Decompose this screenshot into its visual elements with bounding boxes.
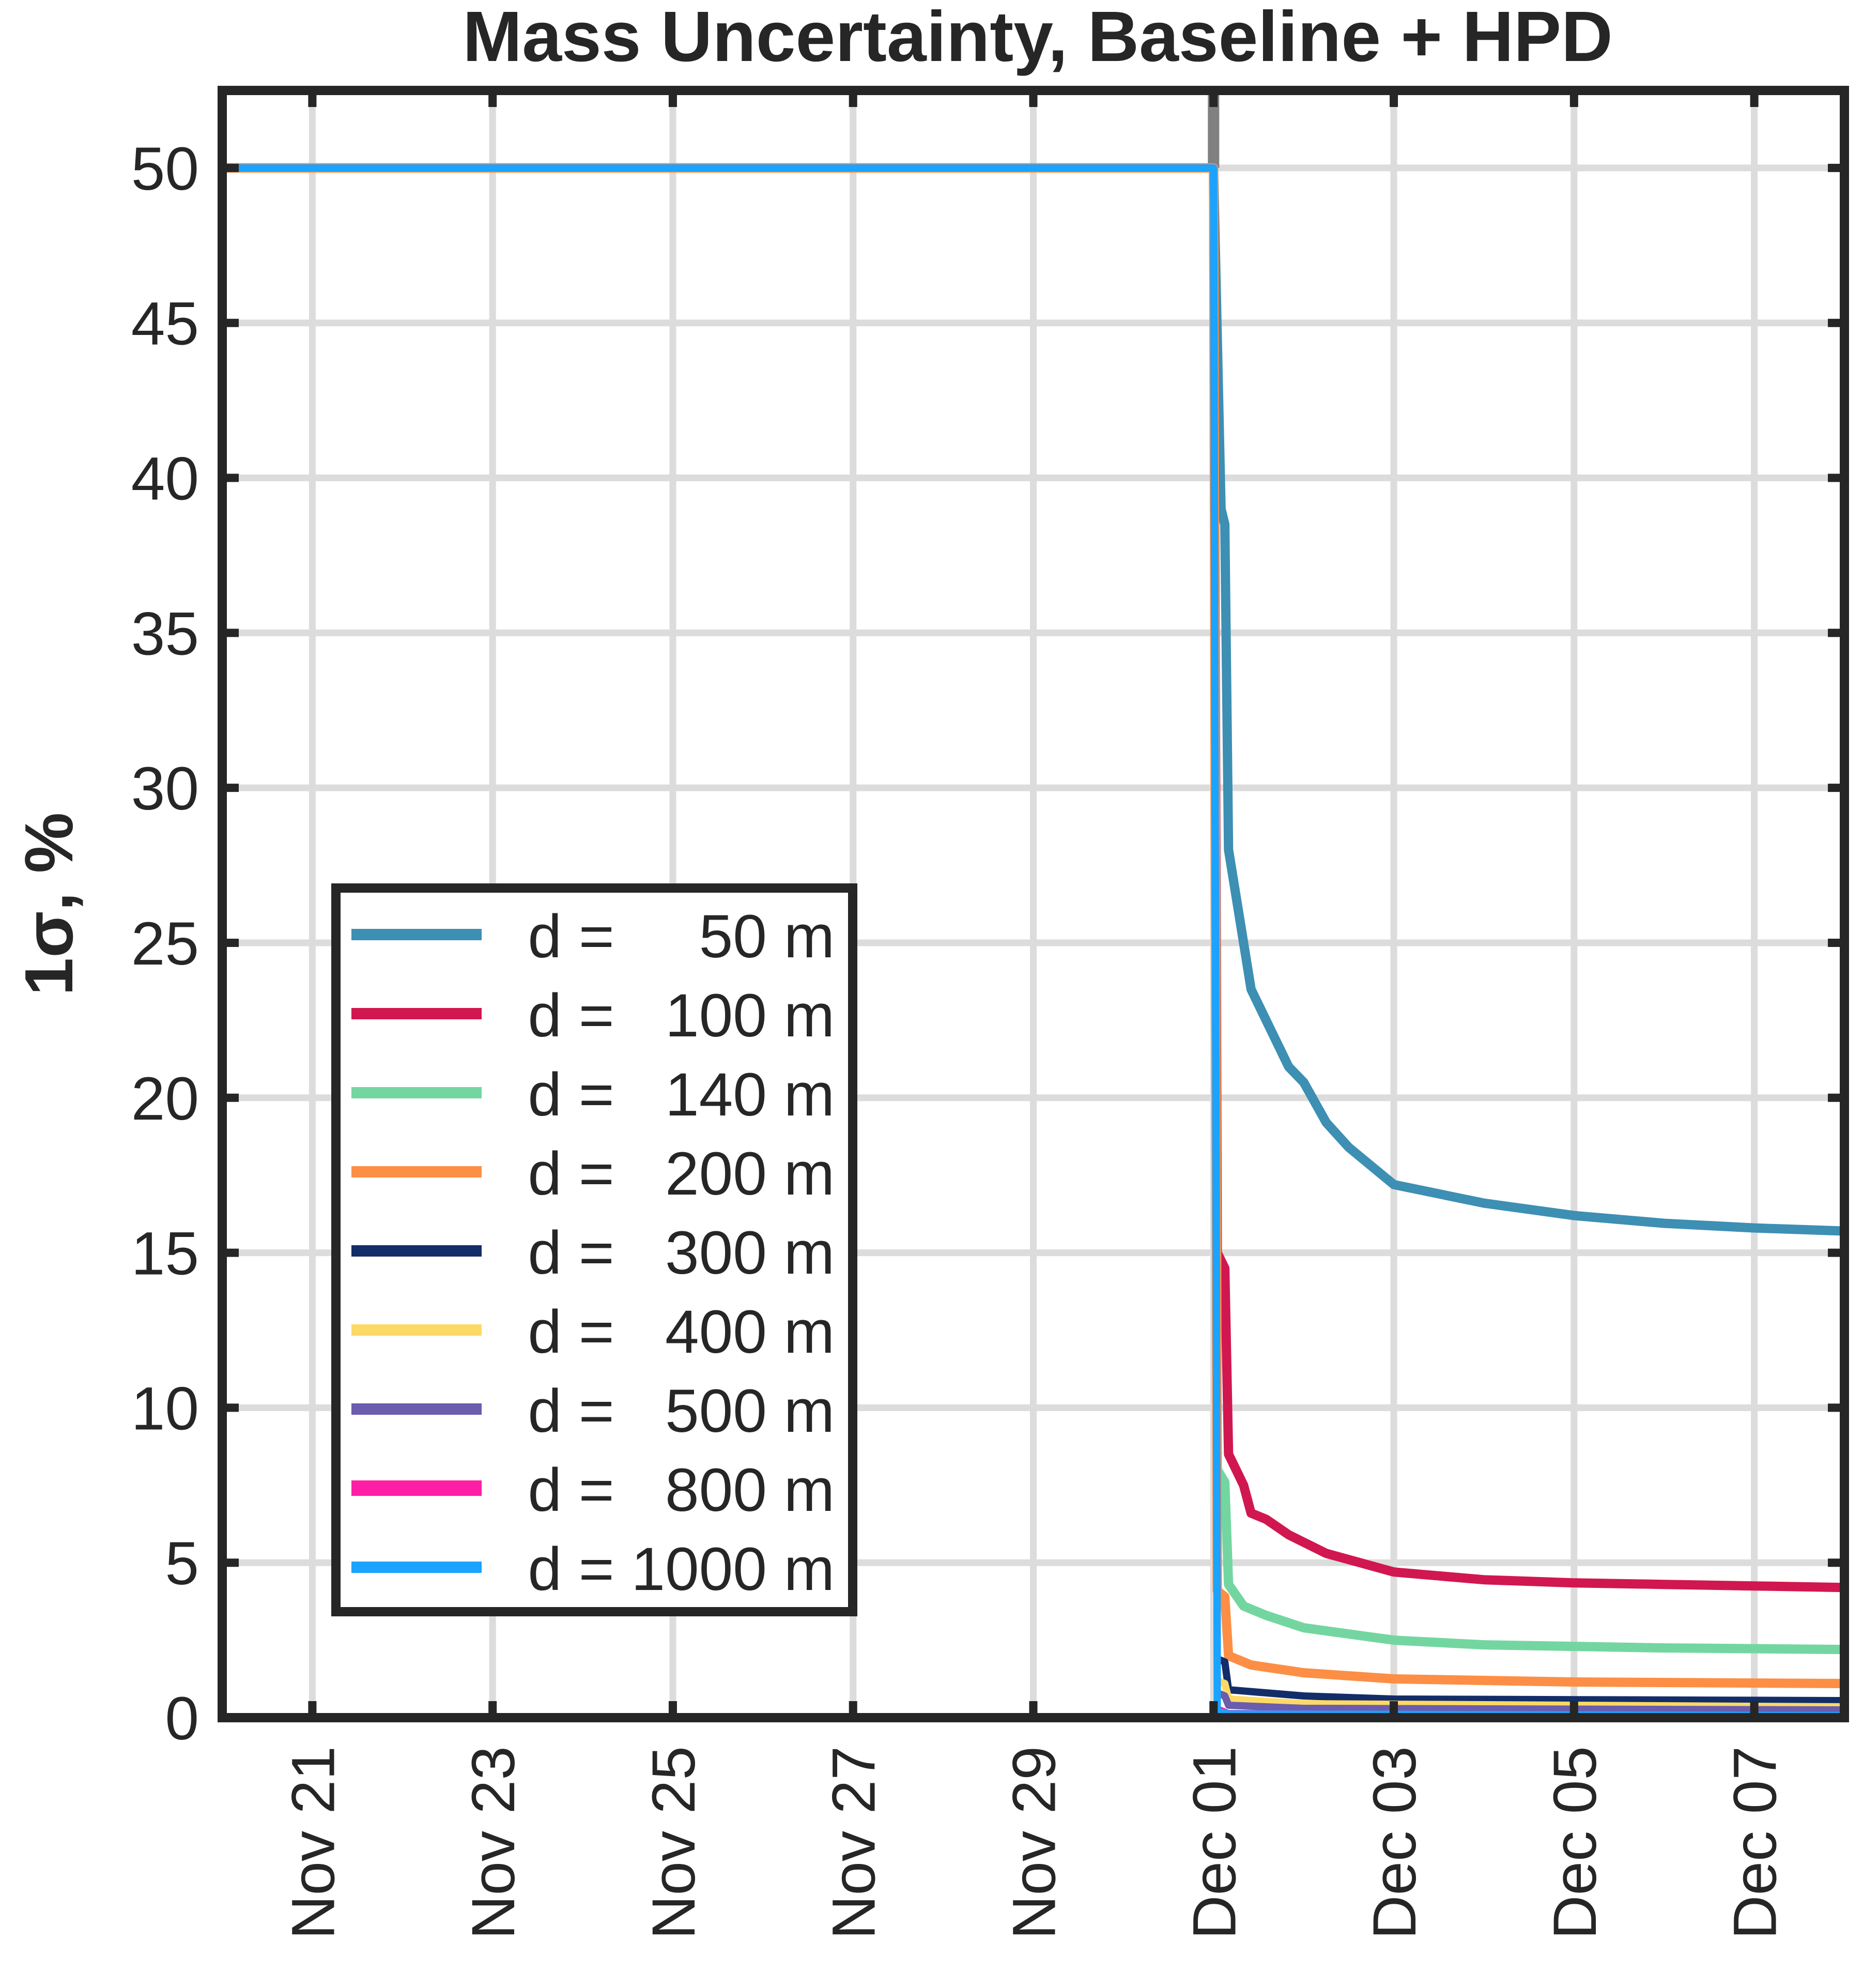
- chart-title: Mass Uncertainty, Baseline + HPD: [463, 0, 1612, 77]
- legend-label: d = 400 m: [528, 1298, 835, 1366]
- x-tick-label: Nov 25: [640, 1746, 708, 1939]
- y-tick-label: 25: [131, 910, 199, 978]
- y-tick-label: 5: [165, 1530, 199, 1598]
- legend-label: d = 50 m: [528, 903, 835, 971]
- y-axis-label: 1σ, %: [11, 813, 87, 996]
- y-tick-label: 20: [131, 1065, 199, 1133]
- y-tick-label: 50: [131, 135, 199, 203]
- y-tick-label: 45: [131, 290, 199, 358]
- legend-label: d = 300 m: [528, 1219, 835, 1287]
- series-line: [218, 163, 1849, 1236]
- legend-label: d = 140 m: [528, 1061, 835, 1129]
- axis-ticks: [222, 90, 1844, 1722]
- y-tick-label: 15: [131, 1220, 199, 1288]
- legend: d = 50 m d = 100 m d = 140 m d = 200 m d = 3…: [331, 883, 857, 1616]
- y-tick-label: 0: [165, 1685, 199, 1753]
- y-tick-label: 30: [131, 755, 199, 823]
- legend-label: d = 800 m: [528, 1456, 835, 1524]
- legend-label: d = 500 m: [528, 1377, 835, 1445]
- x-tick-label: Nov 27: [820, 1746, 888, 1939]
- legend-entries: d = 50 m d = 100 m d = 140 m d = 200 m d = 3…: [351, 903, 835, 1603]
- y-tick-label: 35: [131, 600, 199, 668]
- x-tick-label: Nov 21: [279, 1746, 347, 1939]
- y-tick-label: 40: [131, 445, 199, 513]
- legend-label: d = 1000 m: [528, 1535, 835, 1603]
- y-tick-labels: 0 5 10 15 20 25 30 35 40 45 50: [131, 135, 199, 1753]
- x-tick-label: Nov 23: [459, 1746, 528, 1939]
- x-tick-label: Dec 07: [1721, 1746, 1790, 1939]
- legend-label: d = 200 m: [528, 1140, 835, 1208]
- x-tick-label: Dec 01: [1180, 1746, 1249, 1939]
- x-tick-label: Nov 29: [1000, 1746, 1069, 1939]
- x-tick-label: Dec 03: [1361, 1746, 1429, 1939]
- x-tick-labels: Nov 21 Nov 23 Nov 25 Nov 27 Nov 29 Dec 01 Dec …: [279, 1746, 1789, 1939]
- y-tick-label: 10: [131, 1374, 199, 1443]
- legend-label: d = 100 m: [528, 982, 835, 1050]
- x-tick-label: Dec 05: [1541, 1746, 1609, 1939]
